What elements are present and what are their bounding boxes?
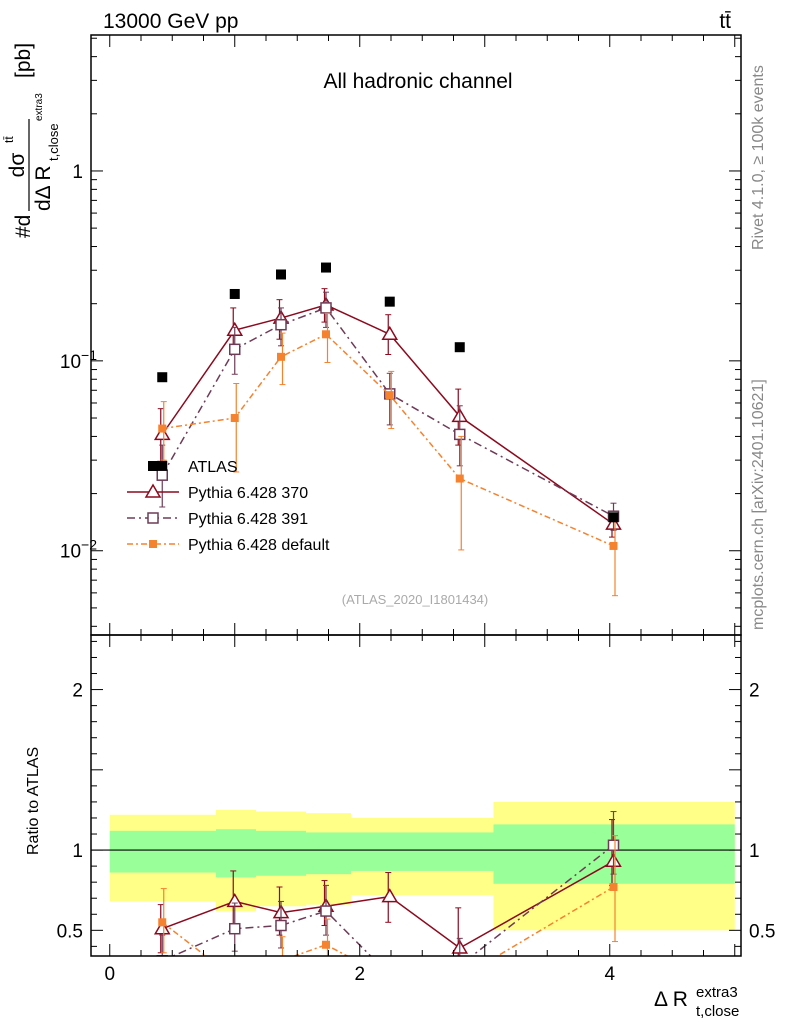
x-label-sup: extra3: [696, 984, 738, 1001]
main-point: [454, 428, 466, 441]
legend: ATLAS Pythia 6.428 370 Pythia 6.428 391 Pyt…: [127, 459, 330, 554]
ratio-point: [277, 957, 285, 965]
main-point: [455, 474, 464, 483]
main-point: [320, 302, 332, 314]
source-label: mcplots.cern.ch [arXiv:2401.10621]: [750, 379, 767, 630]
y-tick-label: 10−1: [60, 347, 97, 373]
analysis-id: (ATLAS_2020_I1801434): [342, 592, 488, 607]
y-label-num: dσ: [6, 153, 29, 178]
main-point: [229, 343, 241, 356]
main-point: [158, 424, 167, 433]
main-point: [385, 391, 394, 400]
x-label-sub: t,close: [696, 1003, 739, 1020]
y-label-den-sup: extra3: [34, 93, 45, 121]
ratio-point: [275, 919, 287, 932]
uncertainty-band-inner: [109, 830, 216, 873]
data-point: [157, 460, 168, 471]
ratio-point: [322, 940, 330, 949]
y-label-num-sup: tt̄: [2, 136, 16, 143]
uncertainty-band-inner: [351, 832, 494, 871]
data-point: [454, 342, 465, 353]
ratio-point: [231, 974, 239, 982]
data-point: [608, 512, 619, 523]
data-points: [157, 262, 619, 523]
ratio-point: [386, 974, 394, 982]
ratio-point: [455, 961, 465, 971]
main-point: [322, 330, 330, 339]
y-label-den-sub: t,close: [46, 123, 61, 161]
main-series-2: [158, 312, 618, 597]
x-tick-label: 4: [604, 964, 615, 985]
x-tick-label: 0: [104, 964, 115, 985]
ratio-point: [156, 955, 168, 956]
ratio-series-2: [158, 835, 618, 982]
ratio-point: [320, 905, 332, 917]
ratio-panel: 0.5 0.5 1 1 2 2 0 2 4: [57, 634, 775, 985]
x-tick-label: 2: [354, 964, 365, 985]
y-axis-label: #d dσ tt̄ dΔ R t,close extra3 [pb]: [2, 43, 61, 238]
y-label-prefix: #d: [12, 215, 35, 238]
legend-label: ATLAS: [188, 459, 238, 476]
legend-marker: [148, 461, 158, 471]
energy-label: 13000 GeV pp: [103, 10, 238, 33]
main-point: [381, 325, 399, 341]
data-point: [276, 269, 286, 280]
x-axis-label: Δ R extra3 t,close: [654, 984, 739, 1020]
legend-label: Pythia 6.428 370: [188, 485, 308, 502]
uncertainty-band-inner: [216, 829, 256, 878]
x-label-main: Δ R: [654, 988, 688, 1011]
ratio-point: [609, 882, 618, 891]
ratio-tick-label-right: 2: [749, 681, 760, 702]
ratio-tick-label-left: 2: [72, 681, 83, 702]
ratio-point: [158, 918, 167, 927]
legend-marker: [147, 512, 159, 524]
ratio-y-label: Ratio to ATLAS: [25, 747, 42, 855]
legend-marker: [144, 483, 162, 498]
main-point: [277, 352, 285, 361]
y-label-den: dΔ R: [32, 165, 55, 211]
uncertainty-band-inner: [306, 832, 351, 875]
y-tick-label: 10−2: [60, 537, 97, 563]
main-point: [230, 414, 239, 423]
main-point: [609, 541, 618, 550]
y-label-unit: [pb]: [12, 43, 35, 78]
ratio-point: [153, 920, 171, 935]
ratio-tick-label-left: 0.5: [57, 921, 83, 942]
main-point: [153, 425, 171, 441]
legend-marker: [149, 540, 157, 548]
ratio-tick-label-right: 0.5: [749, 921, 775, 942]
legend-label: Pythia 6.428 default: [188, 537, 330, 554]
y-tick-label: 1: [72, 162, 83, 183]
data-point: [384, 296, 395, 307]
ratio-point: [607, 839, 620, 852]
data-point: [321, 262, 331, 273]
data-point: [157, 372, 168, 383]
main-point: [156, 469, 168, 481]
rivet-label: Rivet 4.1.0, ≥ 100k events: [750, 65, 767, 250]
ratio-point: [385, 970, 395, 980]
ratio-point: [381, 888, 399, 903]
main-panel: 10−2 10−1 1 All hadronic channel (ATLAS_20…: [60, 34, 742, 636]
ratio-frame: [90, 634, 742, 957]
legend-label: Pythia 6.428 391: [188, 511, 308, 528]
ratio-tick-label-right: 1: [749, 841, 760, 862]
ratio-tick-label-left: 1: [72, 841, 83, 862]
ratio-point: [456, 974, 464, 982]
process-label: tt̄: [719, 10, 731, 33]
main-point: [275, 318, 287, 331]
ratio-series-1: [156, 811, 620, 980]
uncertainty-band-inner: [256, 830, 306, 876]
data-point: [229, 288, 240, 299]
ratio-point: [229, 922, 241, 935]
ratio-bands: [109, 801, 735, 931]
chart-title: All hadronic channel: [323, 70, 512, 93]
